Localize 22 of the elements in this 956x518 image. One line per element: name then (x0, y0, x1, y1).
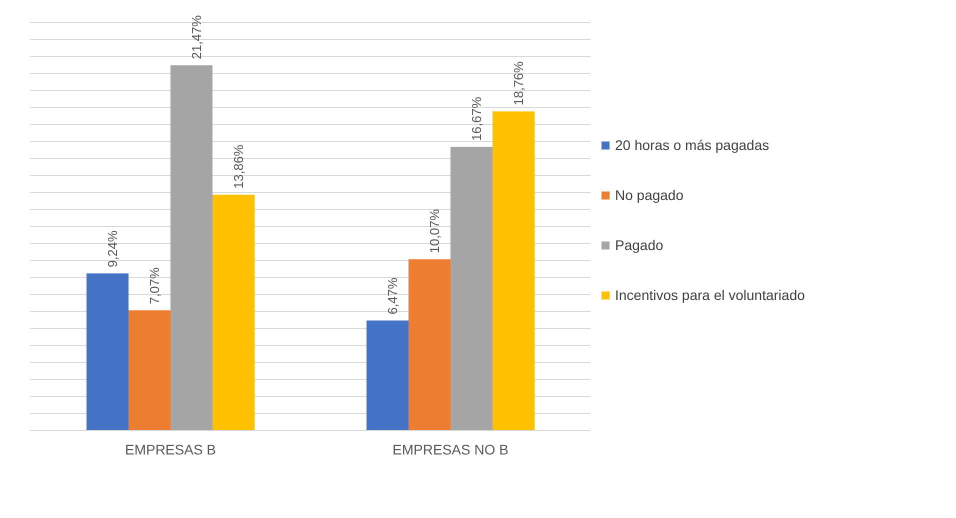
data-label: 10,07% (427, 208, 442, 254)
bar (450, 146, 492, 430)
data-label: 13,86% (231, 144, 246, 189)
bar (212, 194, 254, 430)
bar (170, 65, 212, 430)
x-tick-label: EMPRESAS B (124, 442, 216, 458)
data-label: 18,76% (511, 60, 526, 106)
data-label: 6,47% (385, 277, 400, 314)
bar (366, 320, 408, 430)
x-tick-label: EMPRESAS NO B (392, 442, 508, 458)
data-label: 9,24% (105, 230, 120, 268)
data-label: 16,67% (469, 96, 484, 141)
bar (128, 310, 170, 430)
legend-label: Incentivos para el voluntariado (615, 287, 805, 303)
bar (492, 111, 534, 430)
data-label: 7,07% (147, 266, 162, 304)
legend-label: 20 horas o más pagadas (615, 137, 770, 153)
data-label: 21,47% (189, 14, 204, 60)
bar (408, 259, 450, 430)
bar (86, 273, 128, 430)
legend-label: Pagado (615, 237, 664, 253)
legend-label: No pagado (615, 187, 684, 203)
